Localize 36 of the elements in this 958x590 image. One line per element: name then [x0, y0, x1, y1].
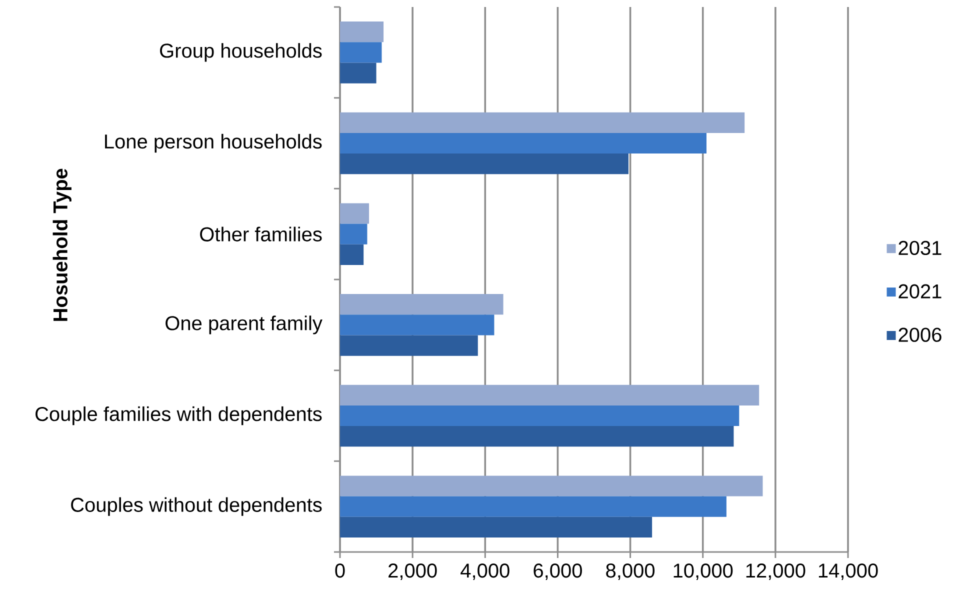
- y-axis-title: Hosuehold Type: [52, 168, 72, 321]
- x-tick-label: 2,000: [388, 564, 437, 580]
- bar: [340, 112, 745, 133]
- legend-label: 2031: [898, 240, 942, 256]
- bar: [340, 244, 364, 265]
- x-tick-label: 12,000: [746, 564, 806, 580]
- bar: [340, 22, 384, 42]
- bar: [340, 384, 760, 406]
- y-tick-label: Group households: [160, 43, 322, 62]
- bar: [340, 476, 763, 496]
- legend-label: 2006: [898, 328, 942, 342]
- y-tick-label: Other families: [200, 226, 322, 242]
- bar: [340, 335, 478, 356]
- x-tick-label: 8,000: [606, 564, 655, 580]
- bar: [340, 294, 504, 315]
- bar: [340, 224, 368, 244]
- bar: [340, 516, 652, 538]
- x-tick-label: 14,000: [818, 564, 878, 580]
- y-tick-label: Couple families with dependents: [36, 406, 322, 426]
- x-tick-label: 10,000: [674, 564, 733, 580]
- bar: [340, 132, 706, 154]
- x-tick-label: 0: [335, 564, 345, 578]
- y-tick-label: Couples without dependents: [71, 497, 322, 516]
- bar: [340, 314, 494, 336]
- x-tick-label: 6,000: [534, 564, 582, 580]
- bar: [340, 42, 382, 63]
- bar: [340, 405, 740, 426]
- bar: [340, 496, 726, 517]
- y-tick-label: One parent family: [166, 316, 322, 334]
- bar: [340, 154, 628, 174]
- y-tick-label: Lone person households: [105, 134, 322, 153]
- legend-label: 2021: [898, 284, 942, 298]
- bar: [340, 426, 734, 447]
- bar: [340, 203, 370, 224]
- bar: [340, 62, 376, 84]
- x-tick-label: 4,000: [460, 564, 510, 580]
